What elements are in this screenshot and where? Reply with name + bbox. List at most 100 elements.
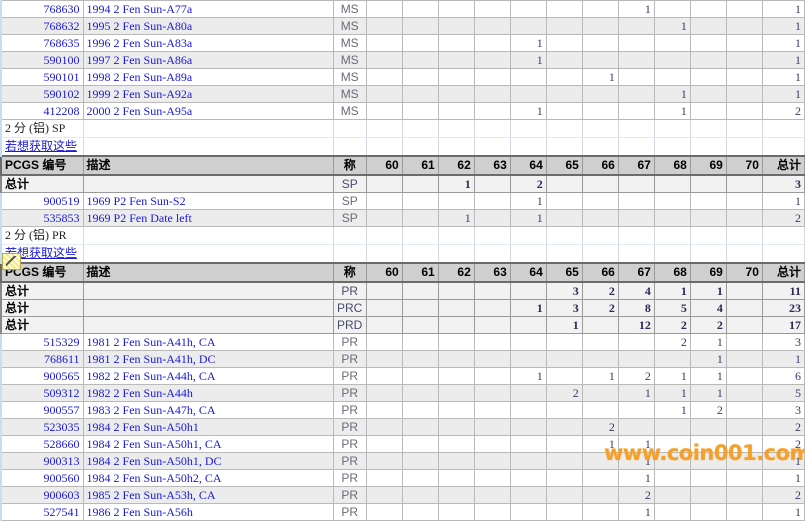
header-grade-60[interactable]: 60	[366, 155, 403, 176]
table-row[interactable]: 900313 1984 2 Fen Sun-A50h1, DC PR 1 1	[0, 452, 805, 470]
table-row[interactable]: 768611 1981 2 Fen Sun-A41h, DC PR 1 1	[0, 350, 805, 368]
cell-pcgs-number[interactable]: 412208	[0, 102, 84, 120]
cell-description[interactable]: 1995 2 Fen Sun-A80a	[83, 17, 334, 35]
header-total[interactable]: 总计	[762, 155, 805, 176]
cell-pcgs-number[interactable]: 900557	[0, 401, 84, 419]
cell-pcgs-number[interactable]: 900603	[0, 486, 84, 504]
cell-description[interactable]: 1981 2 Fen Sun-A41h, CA	[83, 333, 334, 351]
header-grade-62[interactable]: 62	[438, 155, 475, 176]
table-row[interactable]: 590101 1998 2 Fen Sun-A89a MS 1 1	[0, 68, 805, 86]
table-row[interactable]: 768632 1995 2 Fen Sun-A80a MS 1 1	[0, 17, 805, 35]
table-row[interactable]: 590100 1997 2 Fen Sun-A86a MS 1 1	[0, 51, 805, 69]
cell-description[interactable]: 1998 2 Fen Sun-A89a	[83, 68, 334, 86]
cell-pcgs-number[interactable]: 900565	[0, 367, 84, 385]
cell-description[interactable]: 1981 2 Fen Sun-A41h, DC	[83, 350, 334, 368]
cell-description[interactable]: 1985 2 Fen Sun-A53h, CA	[83, 486, 334, 504]
cell-pcgs-number[interactable]: 528660	[0, 435, 84, 453]
header-grade-70[interactable]: 70	[726, 155, 763, 176]
header-grade-63[interactable]: 63	[474, 155, 511, 176]
header-grade-65[interactable]: 65	[546, 262, 583, 283]
cell-pcgs-number[interactable]: 768635	[0, 34, 84, 52]
cell-grade-60	[366, 486, 403, 504]
cell-pcgs-number[interactable]: 768632	[0, 17, 84, 35]
cell-pcgs-number[interactable]: 768630	[0, 0, 84, 18]
cell-description[interactable]: 1984 2 Fen Sun-A50h1, CA	[83, 435, 334, 453]
cell-grade-69	[690, 174, 727, 193]
cell-description[interactable]: 1983 2 Fen Sun-A47h, CA	[83, 401, 334, 419]
header-grade-66[interactable]: 66	[582, 155, 619, 176]
table-row[interactable]: 900560 1984 2 Fen Sun-A50h2, CA PR 1 1	[0, 469, 805, 487]
table-row[interactable]: 528660 1984 2 Fen Sun-A50h1, CA PR 1 1 2	[0, 435, 805, 453]
cell-grade-67	[618, 174, 655, 193]
table-row[interactable]: 900557 1983 2 Fen Sun-A47h, CA PR 1 2 3	[0, 401, 805, 419]
header-grade-63[interactable]: 63	[474, 262, 511, 283]
cell-pcgs-number[interactable]: 900560	[0, 469, 84, 487]
cell-pcgs-number[interactable]: 590101	[0, 68, 84, 86]
header-grade-69[interactable]: 69	[690, 262, 727, 283]
cell-pcgs-number[interactable]: 509312	[0, 384, 84, 402]
cell-description[interactable]: 1969 P2 Fen Date left	[83, 209, 334, 227]
cell-pcgs-number[interactable]: 590100	[0, 51, 84, 69]
cell-pcgs-number[interactable]: 900519	[0, 192, 84, 210]
cell-grade-70	[726, 209, 763, 227]
empty-cell	[474, 244, 511, 264]
empty-cell	[474, 119, 511, 138]
cell-description[interactable]: 1984 2 Fen Sun-A50h1, DC	[83, 452, 334, 470]
table-row[interactable]: 900603 1985 2 Fen Sun-A53h, CA PR 2 2	[0, 486, 805, 504]
cell-description[interactable]: 1982 2 Fen Sun-A44h, CA	[83, 367, 334, 385]
table-row[interactable]: 768635 1996 2 Fen Sun-A83a MS 1 1	[0, 34, 805, 52]
cell-description[interactable]: 1982 2 Fen Sun-A44h	[83, 384, 334, 402]
header-grade-66[interactable]: 66	[582, 262, 619, 283]
section-link[interactable]: 若想获取这些	[0, 137, 84, 157]
table-row[interactable]: 509312 1982 2 Fen Sun-A44h PR 2 1 1 1 5	[0, 384, 805, 402]
cell-grade-69: 1	[690, 350, 727, 368]
header-grade-70[interactable]: 70	[726, 262, 763, 283]
cell-pcgs-number[interactable]: 590102	[0, 85, 84, 103]
cell-description[interactable]: 1997 2 Fen Sun-A86a	[83, 51, 334, 69]
header-pcgs-number[interactable]: PCGS 编号	[0, 155, 84, 176]
table-row[interactable]: 900565 1982 2 Fen Sun-A44h, CA PR 1 1 2 1 1 6	[0, 367, 805, 385]
table-row[interactable]: 523035 1984 2 Fen Sun-A50h1 PR 2 2	[0, 418, 805, 436]
header-grade-65[interactable]: 65	[546, 155, 583, 176]
cell-description[interactable]: 1996 2 Fen Sun-A83a	[83, 34, 334, 52]
table-row[interactable]: 535853 1969 P2 Fen Date left SP 1 1 2	[0, 209, 805, 227]
table-row[interactable]: 768630 1994 2 Fen Sun-A77a MS 1 1	[0, 0, 805, 18]
cell-pcgs-number[interactable]: 535853	[0, 209, 84, 227]
header-grade-64[interactable]: 64	[510, 155, 547, 176]
cell-grade-62	[438, 316, 475, 334]
table-row[interactable]: 527541 1986 2 Fen Sun-A56h PR 1 1	[0, 503, 805, 521]
cell-grade-70	[726, 174, 763, 193]
table-row[interactable]: 900519 1969 P2 Fen Sun-S2 SP 1 1	[0, 192, 805, 210]
header-grade[interactable]: 称	[333, 155, 367, 176]
cell-total-spacer	[83, 316, 334, 334]
table-row[interactable]: 590102 1999 2 Fen Sun-A92a MS 1 1	[0, 85, 805, 103]
header-grade-62[interactable]: 62	[438, 262, 475, 283]
cell-description[interactable]: 1999 2 Fen Sun-A92a	[83, 85, 334, 103]
header-total[interactable]: 总计	[762, 262, 805, 283]
header-grade-68[interactable]: 68	[654, 262, 691, 283]
header-grade-60[interactable]: 60	[366, 262, 403, 283]
header-grade[interactable]: 称	[333, 262, 367, 283]
cell-pcgs-number[interactable]: 768611	[0, 350, 84, 368]
cell-description[interactable]: 1994 2 Fen Sun-A77a	[83, 0, 334, 18]
header-grade-61[interactable]: 61	[402, 262, 439, 283]
cell-pcgs-number[interactable]: 515329	[0, 333, 84, 351]
cell-description[interactable]: 1984 2 Fen Sun-A50h1	[83, 418, 334, 436]
header-grade-68[interactable]: 68	[654, 155, 691, 176]
cell-description[interactable]: 1986 2 Fen Sun-A56h	[83, 503, 334, 521]
cell-description[interactable]: 1984 2 Fen Sun-A50h2, CA	[83, 469, 334, 487]
cell-pcgs-number[interactable]: 523035	[0, 418, 84, 436]
header-grade-64[interactable]: 64	[510, 262, 547, 283]
header-grade-67[interactable]: 67	[618, 155, 655, 176]
table-row[interactable]: 515329 1981 2 Fen Sun-A41h, CA PR 2 1 3	[0, 333, 805, 351]
header-description[interactable]: 描述	[83, 155, 334, 176]
header-grade-69[interactable]: 69	[690, 155, 727, 176]
cell-description[interactable]: 1969 P2 Fen Sun-S2	[83, 192, 334, 210]
header-description[interactable]: 描述	[83, 262, 334, 283]
header-grade-67[interactable]: 67	[618, 262, 655, 283]
cell-description[interactable]: 2000 2 Fen Sun-A95a	[83, 102, 334, 120]
header-grade-61[interactable]: 61	[402, 155, 439, 176]
table-row[interactable]: 412208 2000 2 Fen Sun-A95a MS 1 1 2	[0, 102, 805, 120]
cell-pcgs-number[interactable]: 900313	[0, 452, 84, 470]
cell-pcgs-number[interactable]: 527541	[0, 503, 84, 521]
